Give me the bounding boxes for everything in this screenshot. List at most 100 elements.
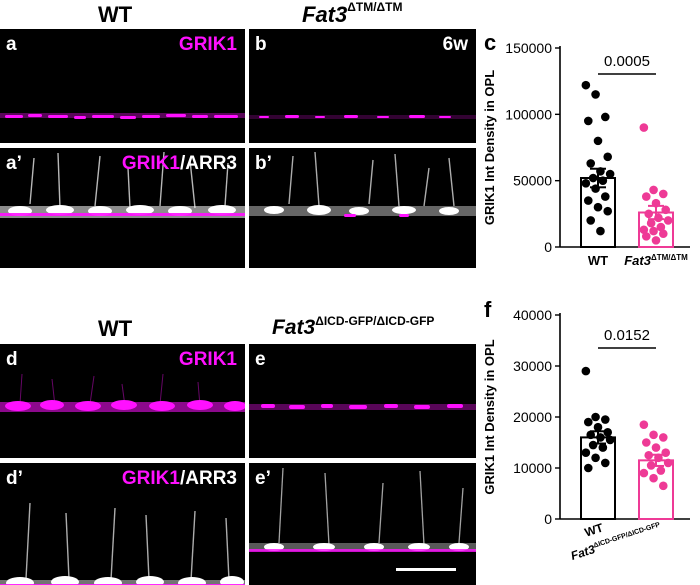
micrograph-a: a GRIK1 — [0, 29, 245, 143]
panel-label-e: e — [255, 349, 266, 370]
data-point — [658, 189, 668, 199]
micrograph-e: e — [249, 344, 476, 458]
x-tick-label: WT — [588, 253, 608, 268]
y-axis-label: GRIK1 Int Density in OPL — [482, 339, 497, 494]
data-point — [663, 216, 673, 225]
data-point — [603, 206, 613, 216]
data-point — [591, 90, 600, 99]
data-point — [581, 80, 591, 90]
data-point — [593, 202, 603, 212]
data-point — [583, 196, 593, 205]
data-point — [603, 428, 613, 437]
micrograph-d-prime: d’ GRIK1/ARR3 — [0, 463, 245, 585]
marker-label-d: GRIK1 — [178, 349, 237, 370]
panel-label-a-prime: a’ — [6, 153, 22, 174]
panel-label-d: d — [6, 349, 18, 370]
data-point — [641, 232, 651, 241]
data-point — [641, 192, 651, 201]
y-tick-label: 40000 — [513, 307, 552, 323]
chart-c: c GRIK1 Int Density in OPL 0 50000 100000 150… — [482, 30, 690, 268]
grik1-arr3-signal-d-prime — [0, 502, 245, 585]
data-point — [600, 458, 610, 468]
data-point — [593, 136, 603, 146]
column-header-mutant-bottom: Fat3ΔICD-GFP/ΔICD-GFP — [272, 314, 435, 339]
data-point — [649, 473, 658, 483]
data-point — [639, 468, 649, 478]
data-point — [646, 218, 656, 228]
y-axis-label: GRIK1 Int Density in OPL — [482, 70, 497, 225]
data-point — [581, 448, 591, 457]
data-point — [605, 169, 615, 179]
panel-label-d-prime: d’ — [6, 468, 23, 489]
y-tick-label: 150000 — [505, 40, 552, 56]
panel-letter: f — [484, 297, 492, 322]
y-tick-label: 30000 — [513, 358, 552, 374]
grik1-arr3-signal-a-prime — [0, 151, 245, 218]
micrograph-b-prime: b’ — [249, 148, 476, 268]
column-header-wt-bottom: WT — [98, 316, 133, 341]
age-label: 6w — [442, 34, 468, 55]
data-point — [661, 205, 671, 215]
grik1-signal-d — [0, 373, 245, 412]
data-point — [581, 366, 591, 376]
micrograph-a-prime: a’ GRIK1/ARR3 — [0, 148, 245, 268]
data-point — [605, 435, 615, 445]
chart-f: f GRIK1 Int Density in OPL 0 10000 20000 3000… — [482, 297, 690, 563]
data-point — [644, 209, 654, 219]
data-point — [600, 112, 610, 122]
data-point — [656, 466, 666, 475]
panel-label-e-prime: e’ — [255, 468, 271, 489]
data-point — [656, 222, 666, 232]
x-tick-label: Fat3ΔTM/ΔTM — [624, 253, 688, 268]
data-point — [649, 226, 658, 236]
data-point — [586, 216, 596, 225]
data-point — [598, 443, 608, 452]
data-point — [583, 417, 593, 427]
data-point — [581, 179, 591, 188]
data-point — [598, 176, 608, 185]
data-point — [649, 185, 658, 195]
grik1-arr3-signal-b-prime — [249, 151, 476, 217]
data-point — [591, 453, 600, 463]
y-tick-label: 0 — [544, 511, 552, 527]
grik1-signal-a — [0, 113, 245, 119]
marker-label-a-prime: GRIK1/ARR3 — [121, 153, 237, 174]
micrograph-d: d GRIK1 — [0, 344, 245, 458]
data-point — [586, 159, 596, 168]
data-point — [600, 415, 610, 424]
grik1-arr3-signal-e-prime — [249, 467, 476, 571]
y-tick-label: 100000 — [505, 106, 552, 122]
data-point — [663, 458, 673, 468]
data-point — [600, 192, 610, 201]
grik1-signal-b — [249, 115, 476, 119]
marker-label-a: GRIK1 — [178, 34, 237, 55]
p-value: 0.0152 — [604, 327, 650, 344]
grik1-signal-e — [249, 404, 476, 410]
panel-label-b-prime: b’ — [255, 153, 272, 174]
y-tick-label: 10000 — [513, 460, 552, 476]
data-point — [583, 463, 593, 473]
y-tick-label: 0 — [544, 239, 552, 255]
y-tick-label: 50000 — [513, 173, 552, 189]
data-point — [641, 438, 651, 447]
data-point — [639, 420, 649, 429]
marker-label-d-prime: GRIK1/ARR3 — [121, 468, 237, 489]
y-tick-label: 20000 — [513, 409, 552, 425]
micrograph-b: b 6w — [249, 29, 476, 143]
data-point — [658, 433, 668, 442]
p-value: 0.0005 — [604, 53, 650, 70]
micrograph-e-prime: e’ — [249, 463, 476, 585]
data-point — [586, 430, 596, 440]
column-header-wt-top: WT — [98, 2, 133, 27]
data-point — [591, 412, 600, 422]
data-point — [588, 173, 598, 183]
column-header-mutant-top: Fat3ΔTM/ΔTM — [302, 0, 403, 27]
data-point — [651, 443, 661, 452]
data-point — [583, 116, 593, 126]
data-point — [593, 422, 603, 432]
data-point — [639, 225, 649, 235]
data-point — [658, 481, 668, 491]
scale-bar — [396, 568, 456, 571]
data-point — [639, 123, 649, 132]
panel-label-a: a — [6, 34, 17, 55]
